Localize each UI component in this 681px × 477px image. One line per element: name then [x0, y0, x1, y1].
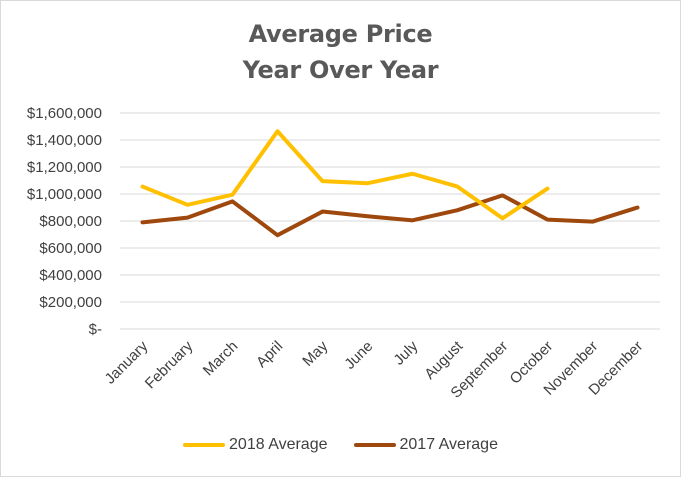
legend-entry-2017: 2017 Average	[353, 436, 498, 454]
x-tick-label: May	[299, 337, 331, 369]
y-tick-label: $200,000	[39, 294, 102, 311]
y-tick-label: $800,000	[39, 213, 102, 230]
y-tick-label: $1,600,000	[27, 105, 102, 122]
series-lines	[140, 129, 640, 238]
legend-swatch-2017	[353, 443, 396, 447]
series-line-2017	[140, 193, 640, 238]
legend-label-2017: 2017 Average	[399, 436, 498, 453]
chart-title-line-1: Average Price	[248, 20, 433, 48]
x-tick-label: July	[390, 337, 421, 368]
y-tick-label: $1,400,000	[27, 132, 102, 149]
y-tick-label: $600,000	[39, 240, 102, 257]
legend-swatch-2018	[183, 443, 226, 447]
series-line-2018	[140, 129, 550, 221]
x-tick-label: February	[142, 337, 197, 392]
y-tick-label: $1,200,000	[27, 159, 102, 176]
y-axis-tick-labels: $- $200,000 $400,000 $600,000 $800,000 $1,000…	[27, 105, 102, 338]
x-tick-label: March	[200, 338, 241, 379]
gridlines	[120, 112, 660, 330]
y-tick-label: $-	[89, 321, 102, 338]
legend-entry-2018: 2018 Average	[183, 436, 328, 454]
y-tick-label: $400,000	[39, 267, 102, 284]
x-tick-label: April	[253, 338, 286, 371]
y-tick-label: $1,000,000	[27, 186, 102, 203]
x-tick-label: June	[341, 338, 376, 373]
legend: 2018 Average 2017 Average	[0, 436, 681, 454]
legend-label-2018: 2018 Average	[229, 436, 328, 453]
chart-title-line-2: Year Over Year	[242, 56, 439, 84]
